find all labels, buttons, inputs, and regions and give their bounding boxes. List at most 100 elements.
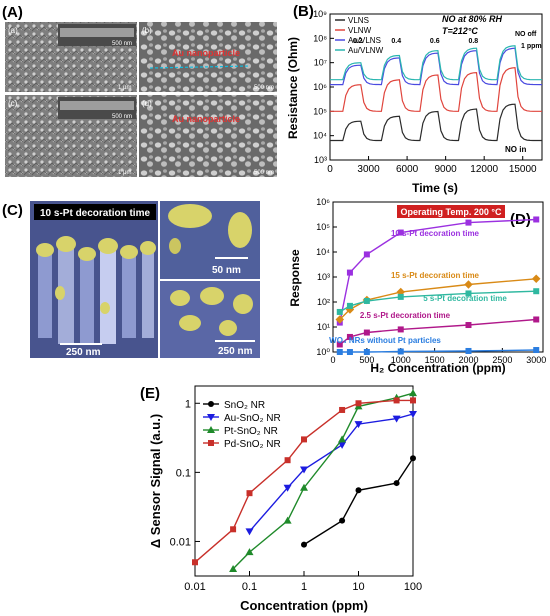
panel-e-label: (E) — [140, 385, 160, 402]
x-tick-label-d: 1000 — [391, 355, 411, 365]
scalebar-c-bottom: 250 nm — [218, 346, 253, 357]
x-tick-label-d: 500 — [359, 355, 374, 365]
data-point-e — [301, 541, 307, 548]
panel-a: (A) (a) 500 nm 1 µm (b) Au nanoparticle … — [2, 4, 277, 177]
data-point-e — [283, 484, 292, 492]
chart-b-resistance: (B) 0 3000 6000 9000 12000 15000 10³ 10⁴ 10⁵ 10⁶ 1… — [286, 3, 543, 195]
sublabel-b: (b) — [142, 26, 152, 35]
x-tick-label-b: 0 — [327, 164, 333, 175]
x-tick-label-e: 1 — [301, 581, 307, 593]
legend-label-b: Au/VLNW — [348, 46, 384, 55]
panel-a-label: (A) — [2, 4, 23, 21]
data-point-d — [397, 348, 404, 355]
title-box-d — [397, 205, 505, 218]
series-line-e — [232, 392, 414, 570]
data-point-e — [230, 526, 237, 533]
data-point-d — [397, 293, 404, 300]
data-point-e — [207, 426, 215, 433]
data-point-d — [346, 269, 353, 276]
x-tick-label-b: 9000 — [435, 164, 458, 175]
y-tick-label-b: 10⁷ — [314, 58, 327, 68]
series-line-e — [303, 457, 414, 546]
title-d: Operating Temp. 200 °C — [401, 207, 502, 217]
legend-label-b: VLNS — [348, 16, 369, 25]
y-tick-label-b: 10⁵ — [313, 106, 327, 116]
series-line-e — [194, 399, 413, 563]
series-line-vlnw — [330, 67, 542, 112]
x-tick-label-e: 0.01 — [184, 581, 205, 593]
panel-d-label: (D) — [510, 211, 531, 228]
sublabel-d: (d) — [142, 99, 152, 108]
x-axis-label-d: H₂ Concentration (ppm) — [370, 361, 505, 375]
data-point-d — [533, 347, 540, 354]
concentration-label-b: 0.6 — [430, 38, 440, 45]
legend-e: SnO₂ NR Au-SnO₂ NR Pt-SnO₂ NR Pd-SnO₂ NR — [203, 400, 281, 450]
sublabel-c: (c) — [8, 99, 18, 108]
chart-e-sensor-signal: (E) 0.01 0.1 1 10 100 0.01 0.1 1 SnO₂ NR Au-SnO₂… — [140, 385, 422, 613]
scalebar-c: 1 µm — [118, 170, 131, 176]
x-tick-label-d: 2500 — [492, 355, 512, 365]
data-point-e — [355, 400, 362, 407]
series-line-vlns — [330, 103, 542, 142]
data-point-d — [533, 316, 540, 323]
data-point-e — [245, 528, 254, 536]
concentration-label-b: 0.2 — [353, 38, 363, 45]
legend-label-b: Au/VLNS — [348, 36, 381, 45]
data-point-d — [464, 280, 473, 289]
concentration-label-b: 0.8 — [468, 38, 478, 45]
x-axis-label-b: Time (s) — [412, 181, 458, 195]
y-tick-label-b: 10⁶ — [313, 82, 327, 92]
data-point-e — [208, 440, 214, 446]
annotation-1ppm: 1 ppm — [521, 43, 542, 50]
y-tick-label-b: 10³ — [314, 155, 327, 165]
data-point-e — [229, 564, 238, 572]
data-point-e — [409, 410, 417, 418]
x-tick-label-d: 2000 — [458, 355, 478, 365]
y-tick-label-d: 10¹ — [317, 322, 330, 332]
y-tick-label-b: 10⁹ — [313, 9, 327, 19]
data-point-d — [346, 333, 353, 340]
data-point-d — [531, 274, 541, 284]
data-point-e — [354, 421, 363, 429]
x-tick-label-d: 0 — [330, 355, 335, 365]
data-point-e — [300, 483, 308, 491]
scalebar-c-inset: 500 nm — [112, 114, 132, 120]
data-point-e — [338, 441, 347, 449]
x-tick-label-d: 1500 — [425, 355, 445, 365]
scalebar-c-main: 250 nm — [66, 347, 101, 358]
scalebar-d: 500 nm — [254, 170, 274, 176]
x-tick-label-e: 100 — [404, 581, 422, 593]
data-point-d — [363, 297, 370, 304]
y-tick-label-d: 10² — [317, 297, 330, 307]
annotation-no-in: NO in — [505, 145, 526, 154]
y-tick-label-e: 0.1 — [176, 467, 191, 479]
x-tick-label-b: 12000 — [470, 164, 498, 175]
x-axis-label-e: Concentration (ppm) — [240, 598, 368, 613]
data-point-d — [336, 308, 343, 315]
data-point-e — [339, 406, 346, 413]
series-label-d: 5 s-Pt decoration time — [423, 294, 507, 303]
data-point-d — [363, 329, 370, 336]
y-tick-label-d: 10⁵ — [316, 222, 330, 232]
data-point-e — [410, 455, 416, 462]
legend-label-e: SnO₂ NR — [224, 400, 265, 411]
y-tick-label-e: 1 — [185, 398, 191, 410]
scalebar-b: 500 nm — [254, 85, 274, 91]
data-point-d — [397, 229, 404, 236]
data-point-d — [465, 347, 472, 354]
data-point-d — [533, 216, 540, 223]
y-axis-label-e: Δ Sensor Signal (a.u.) — [148, 414, 163, 548]
sem-image-b — [139, 22, 277, 92]
panel-c: (C) 10 s-Pt decoration time 250 nm 50 nm… — [2, 201, 260, 358]
legend-label-e: Pd-SnO₂ NR — [224, 439, 281, 450]
series-label-d: 15 s-Pt decoration time — [391, 271, 480, 280]
data-point-e — [284, 457, 291, 464]
data-point-d — [397, 326, 404, 333]
data-point-e — [392, 415, 401, 423]
series-line-d — [339, 218, 537, 323]
y-tick-label-d: 10⁴ — [316, 247, 330, 257]
x-tick-label-b: 6000 — [396, 164, 419, 175]
nanorods — [36, 236, 156, 344]
x-tick-label-b: 15000 — [509, 164, 537, 175]
